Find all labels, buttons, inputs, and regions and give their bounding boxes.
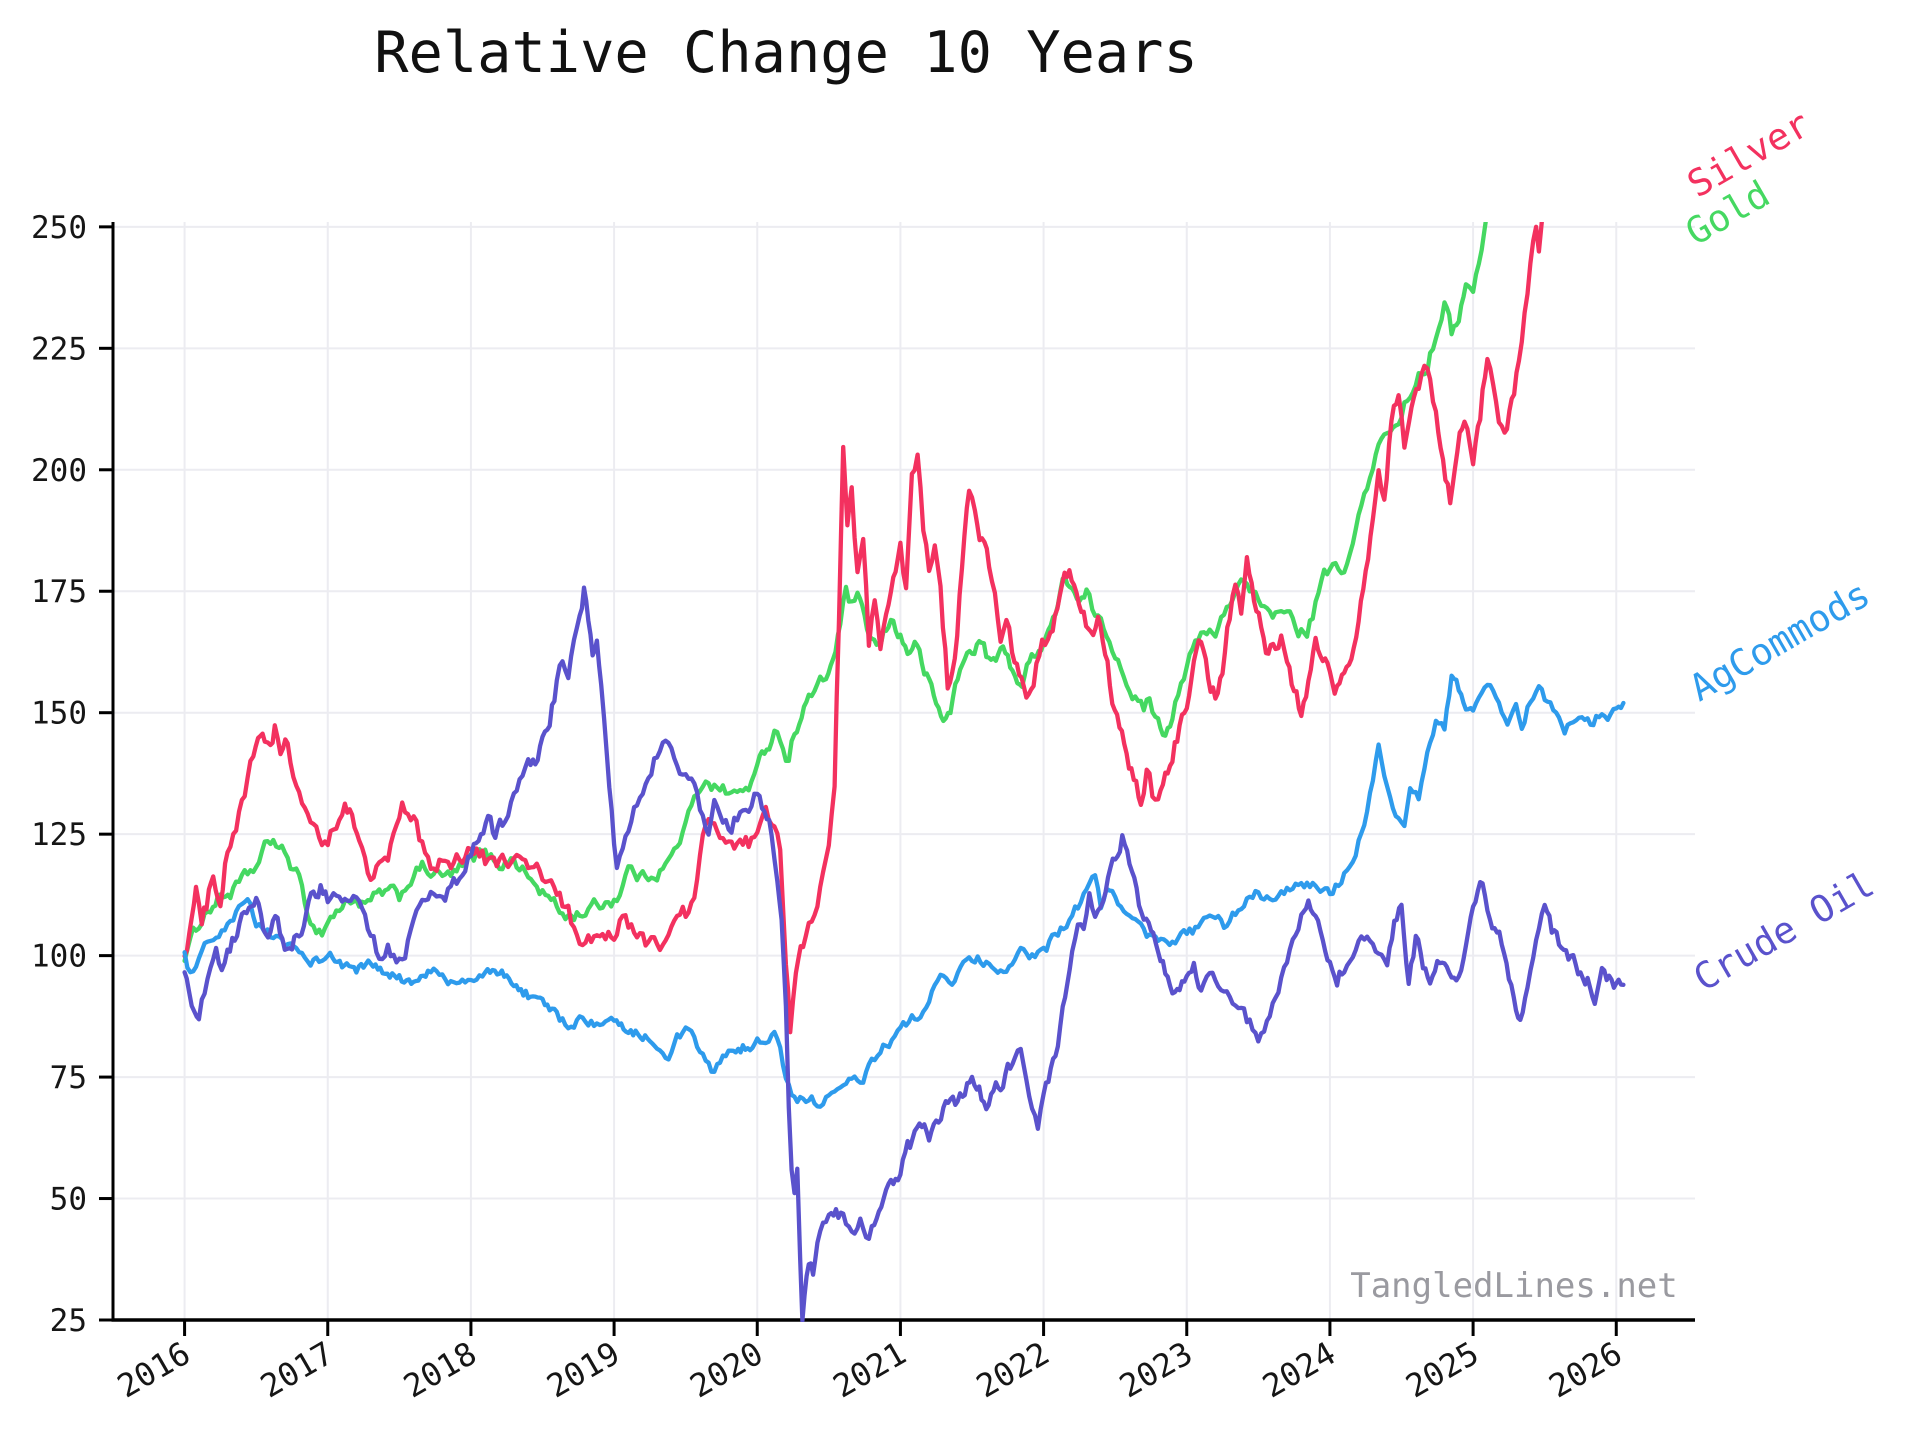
x-tick-label: 2016	[111, 1334, 197, 1405]
y-tick-label: 125	[31, 817, 87, 853]
watermark-text: TangledLines.net	[1350, 1266, 1678, 1306]
x-tick-label: 2026	[1543, 1334, 1629, 1405]
y-tick-label: 225	[31, 331, 87, 367]
x-tick-label: 2020	[684, 1334, 770, 1405]
series-lines	[182, 222, 1626, 1322]
x-tick-label: 2025	[1399, 1334, 1485, 1405]
y-tick-label: 50	[50, 1182, 87, 1218]
tick-labels: 25 50 75 100 125 150 175 200 225 250 2016 2017 2018 2…	[31, 210, 1628, 1406]
series-line-gold	[182, 222, 1488, 964]
series-line-silver	[182, 222, 1544, 1035]
y-tick-label: 175	[31, 574, 87, 610]
y-tick-label: 200	[31, 453, 87, 489]
y-tick-label: 25	[50, 1303, 87, 1339]
y-tick-label: 250	[31, 210, 87, 246]
series-line-crude-oil	[182, 585, 1626, 1322]
x-tick-label: 2022	[970, 1334, 1056, 1405]
series-line-agcommods	[182, 673, 1626, 1109]
y-tick-label: 75	[50, 1060, 87, 1096]
x-tick-label: 2019	[540, 1334, 626, 1405]
x-tick-label: 2024	[1256, 1334, 1342, 1405]
x-tick-label: 2021	[827, 1334, 913, 1405]
chart-title: Relative Change 10 Years	[374, 20, 1198, 86]
axes	[99, 222, 1695, 1336]
x-tick-label: 2023	[1113, 1334, 1199, 1405]
y-tick-label: 150	[31, 696, 87, 732]
series-label-agcommods: AgCommods	[1682, 572, 1877, 709]
x-tick-label: 2017	[254, 1334, 340, 1405]
x-tick-label: 2018	[397, 1334, 483, 1405]
y-tick-label: 100	[31, 939, 87, 975]
series-label-crude-oil: Crude Oil	[1686, 862, 1881, 999]
